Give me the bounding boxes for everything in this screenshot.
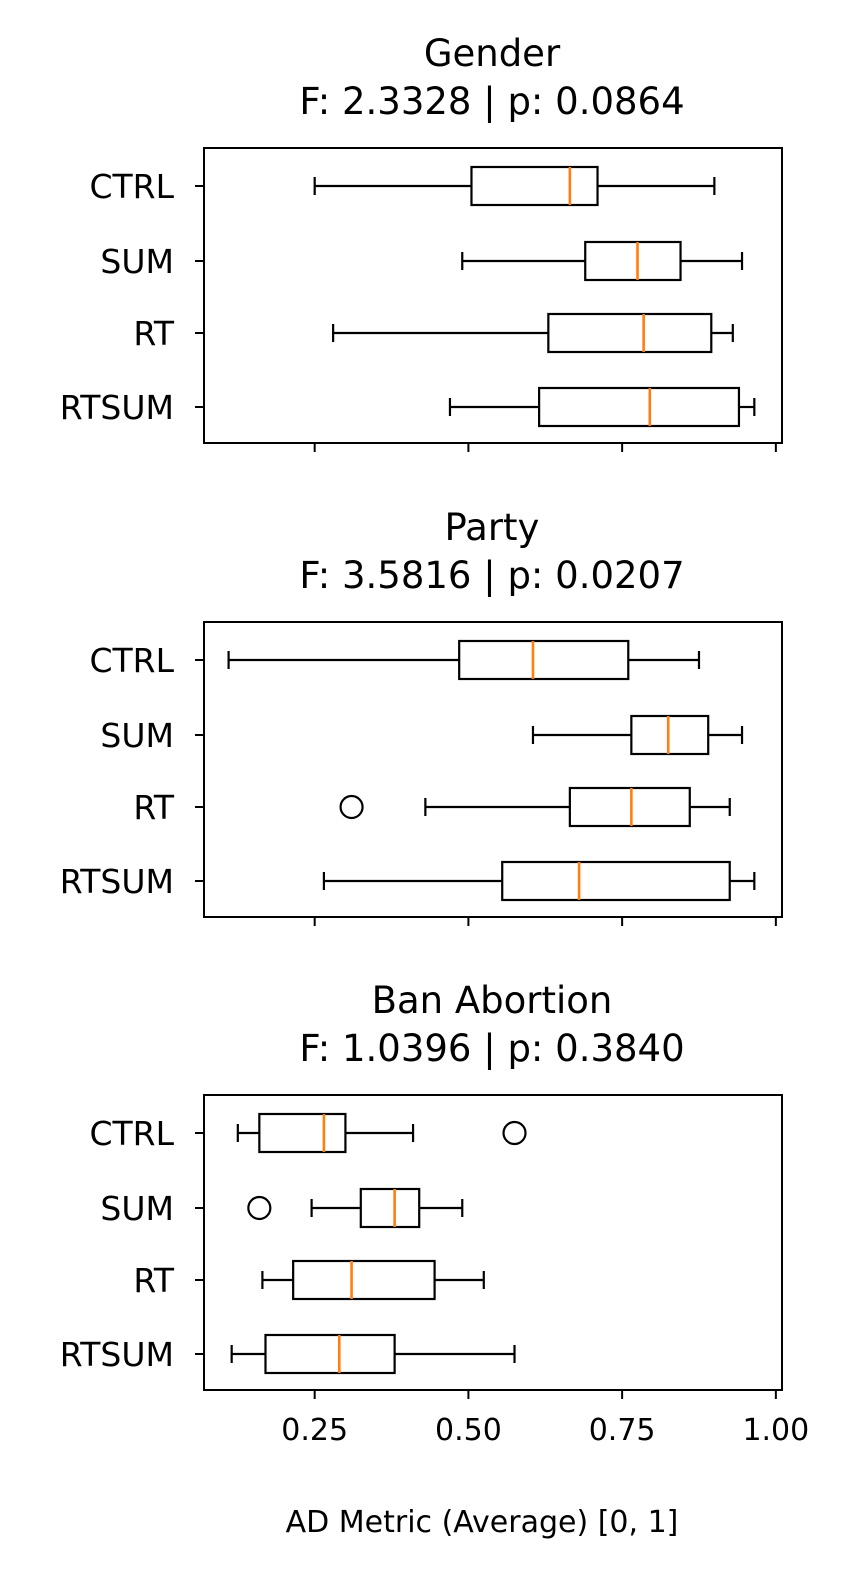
- axes-frame: [203, 1094, 783, 1391]
- flier-point: [339, 794, 364, 820]
- iqr-box: [584, 240, 682, 282]
- box-rt: RT: [133, 312, 734, 354]
- x-tick-label: 0.25: [281, 1413, 348, 1448]
- y-tick-label: RTSUM: [60, 862, 174, 901]
- y-tick-label: CTRL: [89, 641, 174, 680]
- y-tick-label: RT: [133, 788, 175, 827]
- panel-1: Party F: 3.5816 | p: 0.0207 CTRL SUM RT RTSUM: [60, 506, 783, 926]
- panel-subtitle: F: 3.5816 | p: 0.0207: [299, 554, 684, 597]
- iqr-box: [359, 1187, 421, 1229]
- panel-title: Gender: [424, 32, 561, 75]
- iqr-box: [258, 1112, 347, 1154]
- iqr-box: [568, 786, 691, 828]
- y-tick-label: SUM: [100, 1189, 174, 1228]
- box-sum: SUM: [100, 240, 744, 282]
- y-tick-label: SUM: [100, 242, 174, 281]
- box-rt: RT: [133, 1259, 485, 1301]
- box-rt: RT: [133, 786, 731, 828]
- box-rtsum: RTSUM: [60, 386, 756, 428]
- x-tick-label: 0.75: [589, 1413, 656, 1448]
- box-ctrl: CTRL: [89, 1112, 527, 1154]
- x-axis-label: AD Metric (Average) [0, 1]: [286, 1505, 679, 1540]
- y-tick-label: SUM: [100, 716, 174, 755]
- iqr-box: [458, 639, 630, 681]
- panel-0: Gender F: 2.3328 | p: 0.0864 CTRL SUM RT RTSU…: [60, 32, 783, 452]
- box-sum: SUM: [100, 1187, 464, 1229]
- iqr-box: [630, 714, 710, 756]
- flier-point: [502, 1120, 527, 1146]
- y-tick-label: CTRL: [89, 1114, 174, 1153]
- x-tick-label: 1.00: [742, 1413, 809, 1448]
- box-sum: SUM: [100, 714, 744, 756]
- panel-subtitle: F: 2.3328 | p: 0.0864: [299, 80, 684, 123]
- iqr-box: [538, 386, 741, 428]
- y-tick-label: RT: [133, 1261, 175, 1300]
- box-ctrl: CTRL: [89, 165, 716, 207]
- iqr-box: [547, 312, 713, 354]
- panel-title: Ban Abortion: [372, 979, 613, 1022]
- iqr-box: [264, 1333, 396, 1375]
- iqr-box: [501, 860, 731, 902]
- axes-frame: [203, 147, 783, 444]
- iqr-box: [292, 1259, 436, 1301]
- iqr-box: [470, 165, 599, 207]
- y-tick-label: CTRL: [89, 167, 174, 206]
- axes-frame: [203, 621, 783, 918]
- box-ctrl: CTRL: [89, 639, 701, 681]
- flier-point: [247, 1195, 272, 1221]
- panel-2: Ban Abortion F: 1.0396 | p: 0.3840 0.25 0.5…: [60, 979, 810, 1448]
- y-tick-label: RTSUM: [60, 1335, 174, 1374]
- y-tick-label: RTSUM: [60, 388, 174, 427]
- y-tick-label: RT: [133, 314, 175, 353]
- x-tick-label: 0.50: [435, 1413, 502, 1448]
- box-rtsum: RTSUM: [60, 1333, 516, 1375]
- panel-subtitle: F: 1.0396 | p: 0.3840: [299, 1027, 684, 1070]
- panel-title: Party: [445, 506, 540, 549]
- box-rtsum: RTSUM: [60, 860, 756, 902]
